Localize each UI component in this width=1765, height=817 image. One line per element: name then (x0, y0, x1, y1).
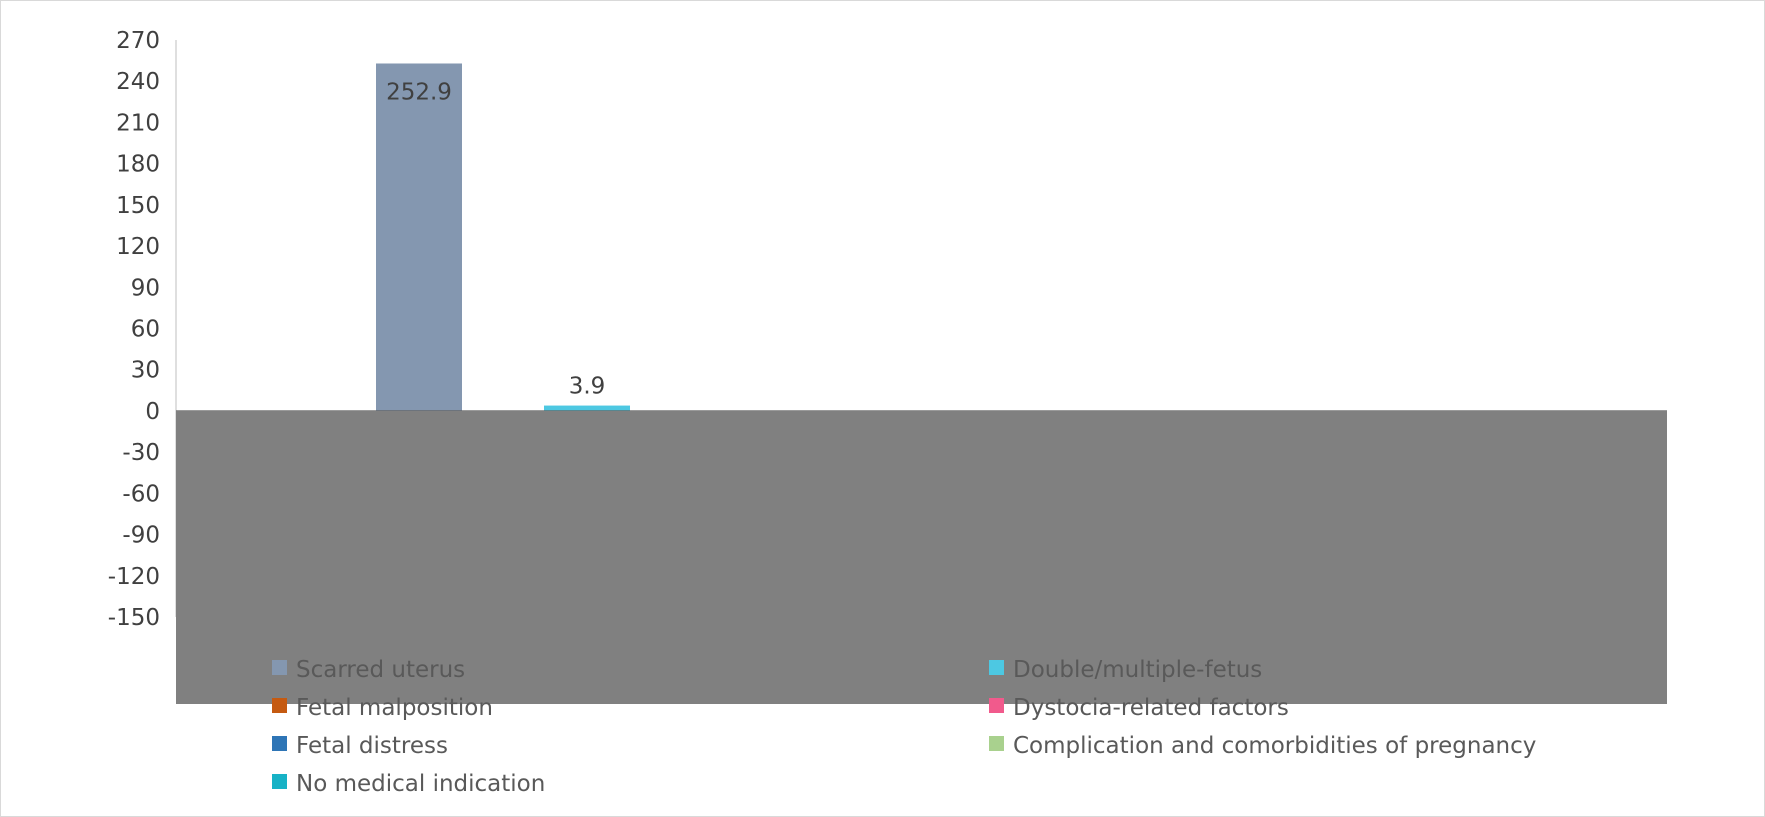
legend-item: Fetal distress (272, 733, 448, 759)
y-tick-label: 0 (145, 399, 160, 425)
y-tick-label: 120 (116, 234, 160, 260)
legend-label: No medical indication (296, 771, 545, 797)
y-tick-label: 60 (131, 317, 160, 343)
legend-label: Fetal malposition (296, 695, 493, 721)
y-tick-label: 90 (131, 275, 160, 301)
legend-swatch (989, 660, 1004, 675)
legend-item: Double/multiple-fetus (989, 657, 1262, 683)
legend-swatch (272, 736, 287, 751)
legend-swatch (989, 736, 1004, 751)
data-label: 252.9 (386, 79, 452, 105)
y-tick-label: 150 (116, 193, 160, 219)
y-tick-label: 210 (116, 110, 160, 136)
legend-item: Dystocia-related factors (989, 695, 1289, 721)
bar (544, 405, 630, 411)
negative-region-panel (176, 410, 1667, 704)
legend-label: Dystocia-related factors (1013, 695, 1289, 721)
legend-item: Scarred uterus (272, 657, 465, 683)
y-tick-label: 240 (116, 69, 160, 95)
legend-swatch (272, 698, 287, 713)
legend-item: No medical indication (272, 771, 545, 797)
y-tick-label: -150 (108, 605, 160, 631)
legend-label: Scarred uterus (296, 657, 465, 683)
y-tick-label: 180 (116, 152, 160, 178)
legend-swatch (272, 774, 287, 789)
bar (376, 63, 462, 411)
y-tick-label: -120 (108, 564, 160, 590)
legend-label: Complication and comorbidities of pregna… (1013, 733, 1536, 759)
legend-item: Fetal malposition (272, 695, 493, 721)
legend: Scarred uterus Double/multiple-fetus Fetal… (272, 657, 1536, 797)
data-labels-layer: 252.9 3.9 (386, 79, 605, 399)
data-label: 3.9 (569, 374, 606, 400)
legend-label: Fetal distress (296, 733, 448, 759)
y-tick-label: 30 (131, 358, 160, 384)
bars-layer (376, 63, 630, 411)
legend-item: Complication and comorbidities of pregna… (989, 733, 1536, 759)
y-tick-label: -90 (122, 523, 160, 549)
legend-label: Double/multiple-fetus (1013, 657, 1262, 683)
legend-swatch (272, 660, 287, 675)
y-tick-label: -60 (122, 481, 160, 507)
y-tick-label: -30 (122, 440, 160, 466)
legend-swatch (989, 698, 1004, 713)
y-tick-label: 270 (116, 28, 160, 54)
negative-region-overlay-layer (176, 410, 1667, 704)
